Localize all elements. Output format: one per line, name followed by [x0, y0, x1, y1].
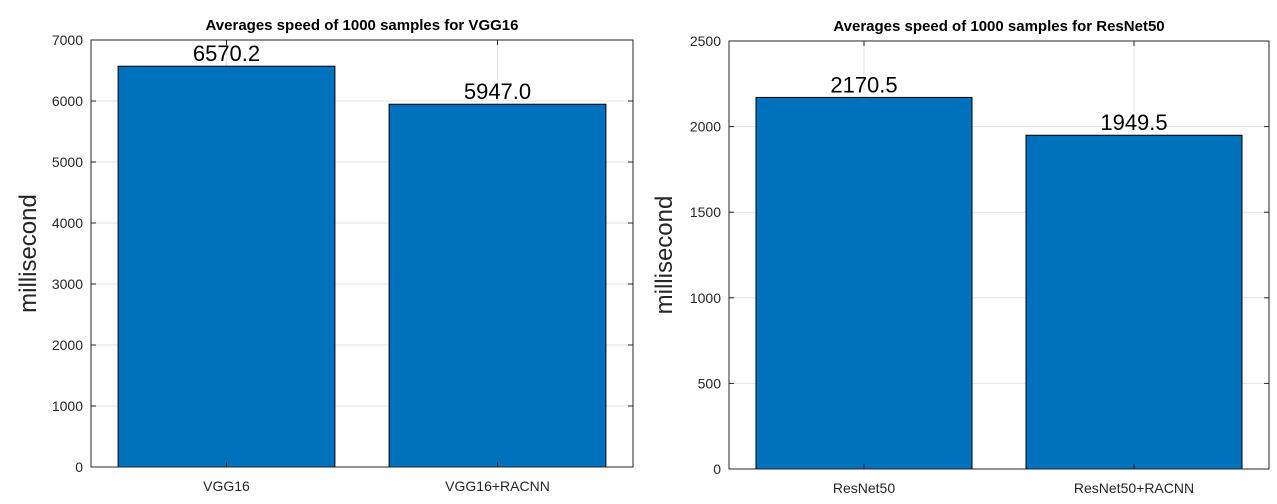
- chart-title: Averages speed of 1000 samples for ResNe…: [833, 18, 1164, 35]
- chart-panel-2: 2170.5 1949.5 0 500 1000 1500 2000 2500 ResNet50…: [651, 18, 1270, 496]
- y-tick-label: 2000: [690, 119, 721, 135]
- bar-vgg16-racnn: [388, 103, 607, 468]
- x-tick-label: VGG16+RACNN: [445, 478, 550, 494]
- y-tick-label: 5000: [52, 154, 83, 170]
- y-tick-label: 1500: [690, 204, 721, 220]
- y-tick-label: 6000: [52, 93, 83, 109]
- y-tick-label: 500: [698, 375, 722, 391]
- y-tick-label: 1000: [52, 398, 83, 414]
- y-tick-label: 4000: [52, 215, 83, 231]
- data-label: 6570.2: [193, 41, 260, 66]
- y-axis-label: millisecond: [651, 196, 678, 315]
- axes-box: [90, 39, 634, 468]
- bar-resnet50: [755, 96, 973, 470]
- y-axis-label: millisecond: [15, 194, 42, 313]
- axes-box: [728, 40, 1270, 470]
- x-tick-label: VGG16: [203, 478, 250, 494]
- chart-panel-1: 6570.2 5947.0 0 1000 2000 3000 4000 5000 6000 700…: [15, 17, 634, 494]
- x-tick-label: ResNet50+RACNN: [1074, 480, 1194, 496]
- y-tick-label: 2500: [690, 33, 721, 49]
- data-label: 1949.5: [1100, 110, 1167, 135]
- x-tick-label: ResNet50: [833, 480, 895, 496]
- bar-resnet50-racnn: [1025, 134, 1243, 470]
- y-tick-label: 2000: [52, 337, 83, 353]
- bar-vgg16: [117, 65, 336, 468]
- chart-title: Averages speed of 1000 samples for VGG16: [206, 17, 519, 34]
- y-tick-label: 7000: [52, 32, 83, 48]
- y-tick-label: 1000: [690, 290, 721, 306]
- data-label: 5947.0: [464, 79, 531, 104]
- y-tick-label: 0: [75, 459, 83, 475]
- data-label: 2170.5: [830, 72, 897, 97]
- y-tick-label: 0: [713, 461, 721, 477]
- y-tick-label: 3000: [52, 276, 83, 292]
